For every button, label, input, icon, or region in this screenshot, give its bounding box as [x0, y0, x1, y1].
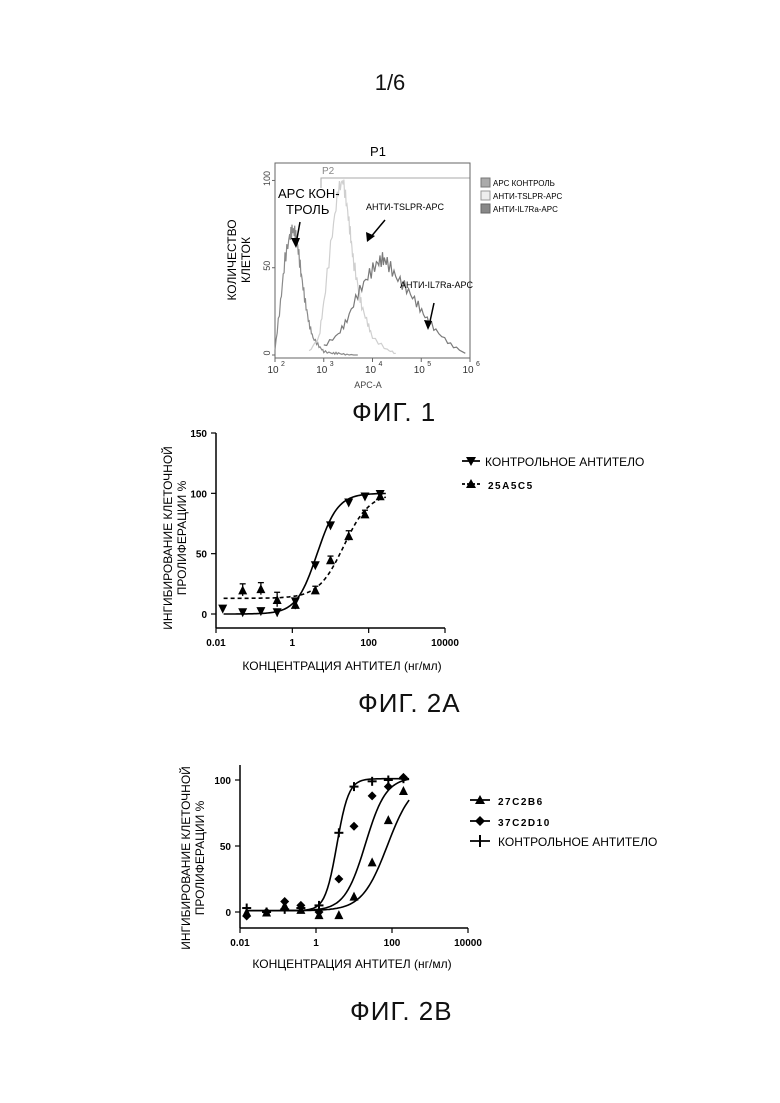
fig1-xtick-label: 10 — [316, 365, 328, 376]
fig1-xtick-exponent: 4 — [379, 361, 383, 368]
fig1-xtick-label: 10 — [462, 365, 474, 376]
fig1-annotation-il7ra: АНТИ-IL7Ra-APC — [400, 280, 473, 290]
fig1-legend-tslpr: АНТИ-TSLPR-APC — [493, 192, 563, 201]
fig2a-point-control — [360, 492, 369, 501]
fig2a-xtick-label: 1 — [290, 638, 296, 649]
fig2a-point-control — [218, 605, 227, 614]
fig2b-point-27c2b6 — [384, 815, 393, 824]
fig1-annotation-tslpr: АНТИ-TSLPR-APC — [366, 202, 444, 212]
fig1-xtick-label: 10 — [414, 365, 426, 376]
fig1-xtick-label: 10 — [365, 365, 377, 376]
fig1-legend-control: APC КОНТРОЛЬ — [493, 179, 555, 188]
fig2b-legend-marker-37c2d10 — [475, 816, 485, 826]
fig2b-point-27c2b6 — [334, 910, 343, 919]
fig2b-fit-37c2d10 — [248, 779, 410, 910]
fig2a-chart: 0 50 100 150 0.01 1 100 10000 КОНЦЕНТРАЦИЯ АНТИ… — [160, 429, 644, 673]
fig2b-point-27c2b6 — [350, 892, 359, 901]
fig2a-point-25a5c5 — [326, 555, 335, 564]
fig2a-point-25a5c5 — [344, 531, 353, 540]
fig2b-ytick-label: 50 — [220, 842, 232, 853]
fig2b-point-control — [384, 776, 393, 785]
fig1-caption: ФИГ. 1 — [352, 397, 436, 428]
fig2a-ytick-label: 150 — [190, 429, 207, 440]
fig1-legend-swatch-tslpr — [481, 191, 490, 200]
fig2b-fit-27c2b6 — [248, 800, 410, 911]
fig2b-point-control — [280, 905, 289, 914]
fig1-legend-il7ra: АНТИ-IL7Ra-APC — [493, 205, 558, 214]
fig2b-ytick-label: 0 — [225, 908, 231, 919]
fig2b-ylabel-line2: ПРОЛИФЕРАЦИИ % — [193, 800, 207, 915]
fig1-xtick-exponent: 6 — [476, 361, 480, 368]
fig2b-ylabel-line1: ИНГИБИРОВАНИЕ КЛЕТОЧНОЙ — [178, 766, 193, 950]
fig1-ytick-label: 100 — [262, 171, 272, 186]
fig2b-point-27c2b6 — [368, 857, 377, 866]
fig2b-legend-27c2b6: 27C2B6 — [498, 797, 544, 808]
fig1-annotation-control-line2: ТРОЛЬ — [286, 202, 329, 217]
fig1-chart: P1 P2 050100 102103104105106 APC-A КОЛИЧ… — [225, 144, 563, 390]
fig2a-point-25a5c5 — [273, 595, 282, 604]
fig2b-point-37c2d10 — [334, 875, 343, 884]
fig2a-ylabel-line1: ИНГИБИРОВАНИЕ КЛЕТОЧНОЙ — [160, 446, 175, 630]
fig2b-legend-control: КОНТРОЛЬНОЕ АНТИТЕЛО — [498, 835, 657, 849]
fig2b-point-37c2d10 — [350, 822, 359, 831]
fig2a-legend-25a5c5: 25A5C5 — [488, 481, 534, 492]
fig1-gate-label: P1 — [370, 144, 386, 159]
fig1-xtick-exponent: 2 — [281, 361, 285, 368]
fig2a-point-control — [256, 607, 265, 616]
fig1-annotation-control-line1: APC КОН- — [278, 186, 340, 201]
fig2a-point-25a5c5 — [360, 509, 369, 518]
fig1-arrowhead-control — [291, 238, 300, 248]
fig2b-caption: ФИГ. 2B — [350, 996, 453, 1027]
fig2b-point-37c2d10 — [280, 897, 289, 906]
fig2b-ytick-label: 100 — [214, 776, 231, 787]
fig2b-xtick-label: 100 — [384, 938, 401, 949]
fig1-arrowhead-il7ra — [424, 320, 432, 330]
fig2a-fit-25a5c5 — [224, 497, 386, 598]
fig2b-xlabel: КОНЦЕНТРАЦИЯ АНТИТЕЛ (нг/мл) — [252, 957, 451, 971]
fig1-series-3 — [324, 252, 466, 353]
fig1-series-1 — [275, 225, 358, 355]
fig2a-xtick-label: 100 — [360, 638, 377, 649]
fig2b-xtick-label: 1 — [313, 938, 319, 949]
fig2a-point-25a5c5 — [256, 584, 265, 593]
fig2a-caption: ФИГ. 2A — [358, 688, 461, 719]
fig2a-ytick-label: 0 — [201, 610, 207, 621]
fig2a-xtick-label: 10000 — [431, 638, 459, 649]
fig1-ytick-label: 0 — [262, 350, 272, 355]
fig2b-legend-37c2d10: 37C2D10 — [498, 818, 551, 829]
fig2b-chart: 0 50 100 0.01 1 100 10000 КОНЦЕНТРАЦИЯ АНТИТЕЛ… — [178, 765, 657, 971]
fig2a-ytick-label: 50 — [196, 550, 208, 561]
fig2a-ylabel-line2: ПРОЛИФЕРАЦИИ % — [175, 480, 189, 595]
fig2b-xtick-label: 0.01 — [230, 938, 250, 949]
fig2a-fit-control — [224, 494, 386, 615]
fig2b-point-37c2d10 — [368, 791, 377, 800]
fig1-xtick-exponent: 3 — [330, 361, 334, 368]
fig1-ylabel-line2: КЛЕТОК — [239, 237, 253, 283]
fig1-legend-swatch-il7ra — [481, 204, 490, 213]
fig2a-point-control — [238, 608, 247, 617]
fig2a-point-control — [344, 498, 353, 507]
fig1-xtick-label: 10 — [267, 365, 279, 376]
fig2a-point-25a5c5 — [238, 585, 247, 594]
fig2b-point-27c2b6 — [399, 786, 408, 795]
fig1-ylabel-line1: КОЛИЧЕСТВО — [225, 219, 239, 300]
fig1-xtick-exponent: 5 — [427, 361, 431, 368]
fig2b-xtick-label: 10000 — [454, 938, 482, 949]
fig2b-fit-control — [248, 779, 410, 911]
fig1-legend-swatch-control — [481, 178, 490, 187]
fig1-gate2-label: P2 — [322, 166, 335, 177]
fig2a-point-25a5c5 — [311, 585, 320, 594]
fig2a-xlabel: КОНЦЕНТРАЦИЯ АНТИТЕЛ (нг/мл) — [242, 659, 441, 673]
fig2a-legend-control: КОНТРОЛЬНОЕ АНТИТЕЛО — [485, 455, 644, 469]
fig1-xlabel: APC-A — [354, 380, 382, 390]
fig2b-point-37c2d10 — [242, 911, 251, 920]
fig1-ytick-label: 50 — [262, 261, 272, 271]
fig2a-xtick-label: 0.01 — [206, 638, 226, 649]
fig2a-ytick-label: 100 — [190, 489, 207, 500]
fig2b-point-control — [334, 828, 343, 837]
